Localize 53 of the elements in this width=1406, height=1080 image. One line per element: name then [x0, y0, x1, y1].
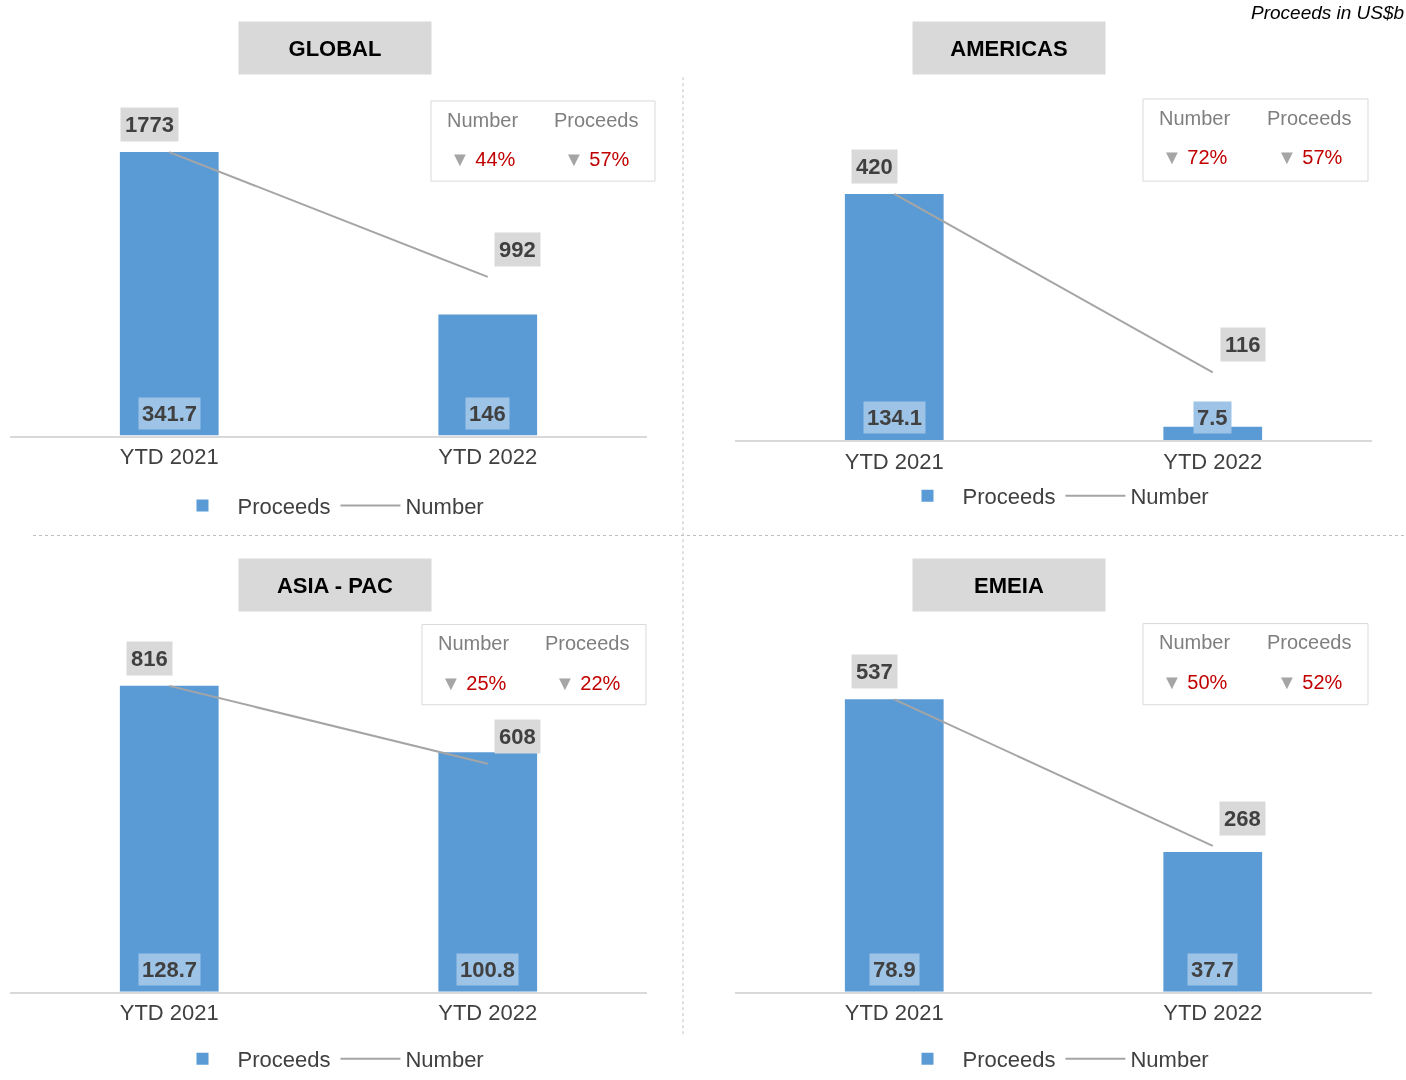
- legend-label: Number: [1130, 484, 1209, 510]
- legend-label: Proceeds: [962, 1047, 1056, 1073]
- text: ▼ 50%: [1162, 671, 1228, 693]
- x-tick-label: YTD 2022: [438, 443, 538, 469]
- legend-label: Proceeds: [962, 484, 1056, 510]
- text: Number: [1159, 107, 1231, 129]
- data-label: 268: [1224, 806, 1261, 831]
- data-label: 100.8: [460, 957, 516, 982]
- x-tick-label: YTD 2022: [1163, 448, 1263, 474]
- data-label: 1773: [125, 112, 174, 137]
- legend-label: Number: [405, 494, 484, 520]
- annotation: ▼ 22%: [555, 672, 621, 694]
- text: Number: [447, 109, 519, 131]
- text: Proceeds in US$b: [1251, 2, 1405, 23]
- x-tick-label: YTD 2021: [119, 443, 219, 469]
- text: ▼ 52%: [1277, 671, 1343, 693]
- data-label: 128.7: [142, 957, 198, 982]
- text: Proceeds: [1267, 631, 1352, 653]
- chart-title: AMERICAS: [950, 35, 1068, 61]
- data-label: 341.7: [142, 401, 198, 426]
- annotation: ▼ 44%: [450, 148, 516, 170]
- data-label: 537: [856, 659, 893, 684]
- data-label: 816: [131, 646, 168, 671]
- legend-label: Number: [405, 1047, 484, 1073]
- x-tick-label: YTD 2022: [438, 1000, 538, 1026]
- text: Proceeds: [545, 632, 630, 654]
- data-label: 7.5: [1197, 405, 1228, 430]
- text: Number: [438, 632, 510, 654]
- data-label: 37.7: [1191, 957, 1234, 982]
- data-label: 78.9: [873, 957, 916, 982]
- x-tick-label: YTD 2022: [1163, 1000, 1263, 1026]
- text: Number: [1159, 631, 1231, 653]
- x-tick-label: YTD 2021: [844, 1000, 944, 1026]
- text: ▼ 72%: [1162, 146, 1228, 168]
- data-label: 116: [1225, 332, 1261, 357]
- data-label: 420: [856, 154, 893, 179]
- chart-title: EMEIA: [974, 572, 1044, 598]
- data-label: 146: [469, 401, 506, 426]
- text: Proceeds: [554, 109, 639, 131]
- data-label: 134.1: [867, 405, 923, 430]
- annotation: ▼ 57%: [564, 148, 630, 170]
- legend-label: Proceeds: [237, 1047, 331, 1073]
- chart-title: GLOBAL: [288, 35, 382, 61]
- x-tick-label: YTD 2021: [119, 1000, 219, 1026]
- data-label: 992: [499, 237, 536, 262]
- text: Proceeds: [1267, 107, 1352, 129]
- x-tick-label: YTD 2021: [844, 448, 944, 474]
- chart-title: ASIA - PAC: [276, 572, 394, 598]
- text: ▼ 57%: [1277, 146, 1343, 168]
- annotation: ▼ 25%: [441, 672, 507, 694]
- legend-label: Proceeds: [237, 494, 331, 520]
- data-label: 608: [499, 724, 536, 749]
- legend-label: Number: [1130, 1047, 1209, 1073]
